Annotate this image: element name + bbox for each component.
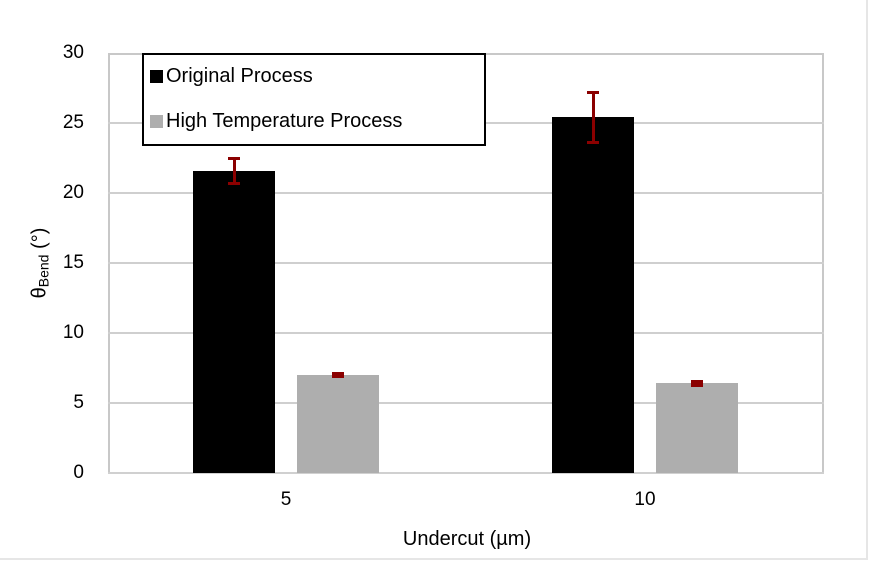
x-tick-label: 10 <box>634 489 656 510</box>
gridline <box>108 192 824 194</box>
error-bar-cap <box>587 141 599 145</box>
y-tick-label: 0 <box>73 462 84 483</box>
error-bar-cap <box>587 90 599 94</box>
legend: Original Process High Temperature Proces… <box>142 53 486 146</box>
bar <box>656 383 738 473</box>
y-axis-label-subscript: Bend <box>35 254 52 288</box>
y-axis-label-symbol: θ <box>28 287 51 299</box>
x-axis-label: Undercut (µm) <box>402 528 532 550</box>
y-tick-label: 20 <box>62 182 84 203</box>
y-tick-label: 15 <box>62 252 84 273</box>
legend-label-high-temp: High Temperature Process <box>166 110 403 132</box>
bar <box>193 170 275 473</box>
gridline <box>108 332 824 334</box>
error-bar <box>691 379 703 388</box>
error-bar-cap <box>228 181 240 185</box>
legend-item-high-temp: High Temperature Process <box>150 110 402 133</box>
error-bar <box>332 371 344 379</box>
error-bar-cap <box>228 156 240 160</box>
gridline <box>108 402 824 404</box>
x-axis-line <box>108 472 824 474</box>
bar <box>297 375 379 473</box>
legend-swatch-high-temp <box>150 115 163 128</box>
y-axis-label: θBend (°) <box>29 228 52 299</box>
legend-label-original: Original Process <box>166 65 313 87</box>
y-tick-label: 5 <box>73 392 84 413</box>
y-tick-label: 30 <box>62 42 84 63</box>
y-tick-label: 25 <box>62 112 84 133</box>
gridline <box>108 262 824 264</box>
legend-item-original: Original Process <box>150 65 313 88</box>
y-axis-label-unit: (°) <box>28 227 51 249</box>
y-tick-label: 10 <box>62 322 84 343</box>
x-tick-label: 5 <box>280 489 292 510</box>
legend-swatch-original <box>150 70 163 83</box>
bar <box>552 117 634 473</box>
error-bar <box>232 158 236 184</box>
error-bar <box>591 92 595 143</box>
